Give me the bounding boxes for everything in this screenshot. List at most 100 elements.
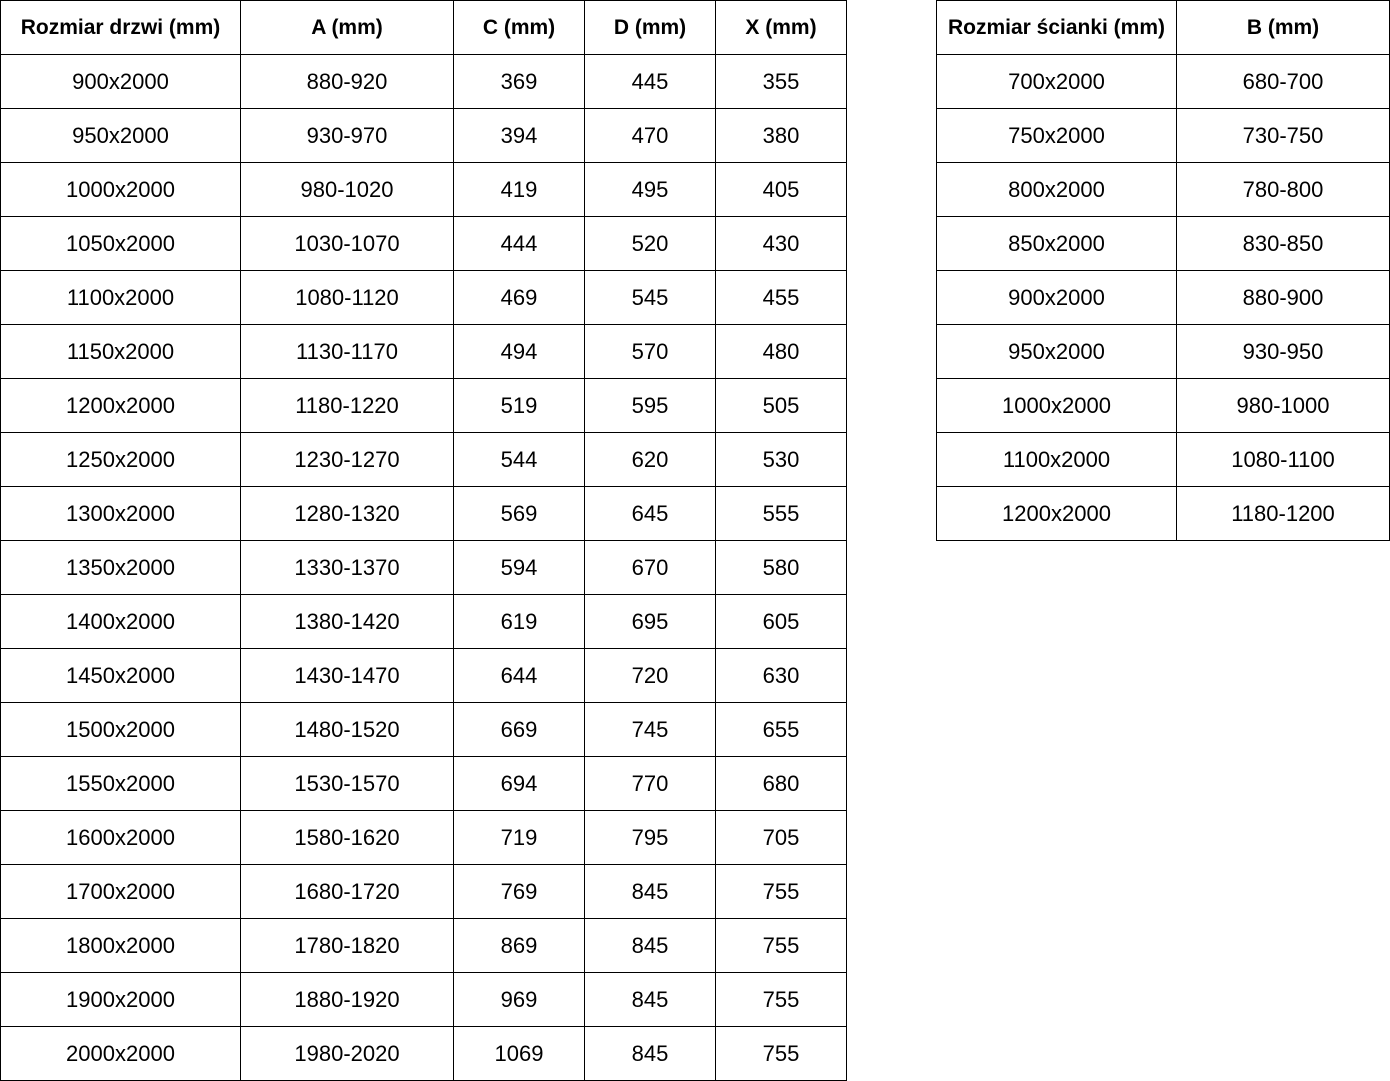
table-row: 1000x2000 980-1020 419 495 405 bbox=[0, 162, 847, 217]
table-cell: 1080-1120 bbox=[240, 270, 454, 325]
table-cell: 369 bbox=[453, 54, 585, 109]
table-cell: 1980-2020 bbox=[240, 1026, 454, 1081]
table-cell: 1900x2000 bbox=[0, 972, 241, 1027]
table-cell: 519 bbox=[453, 378, 585, 433]
door-sizes-table: Rozmiar drzwi (mm) A (mm) C (mm) D (mm) X (m… bbox=[0, 0, 847, 1081]
table-cell: 720 bbox=[584, 648, 716, 703]
table-cell: 1450x2000 bbox=[0, 648, 241, 703]
table-cell: 505 bbox=[715, 378, 847, 433]
wall-sizes-table: Rozmiar ścianki (mm) B (mm) 700x2000 680-7… bbox=[936, 0, 1390, 541]
table-cell: 470 bbox=[584, 108, 716, 163]
table-cell: 700x2000 bbox=[936, 54, 1177, 109]
table-cell: 1550x2000 bbox=[0, 756, 241, 811]
column-header: A (mm) bbox=[240, 0, 454, 55]
table-cell: 1800x2000 bbox=[0, 918, 241, 973]
table-cell: 645 bbox=[584, 486, 716, 541]
table-row: 1200x2000 1180-1200 bbox=[936, 486, 1390, 541]
table-cell: 880-920 bbox=[240, 54, 454, 109]
table-cell: 695 bbox=[584, 594, 716, 649]
table-cell: 1100x2000 bbox=[0, 270, 241, 325]
table-cell: 800x2000 bbox=[936, 162, 1177, 217]
table-row: 850x2000 830-850 bbox=[936, 216, 1390, 271]
table-cell: 355 bbox=[715, 54, 847, 109]
table-cell: 495 bbox=[584, 162, 716, 217]
table-cell: 755 bbox=[715, 918, 847, 973]
table-cell: 1069 bbox=[453, 1026, 585, 1081]
table-cell: 1230-1270 bbox=[240, 432, 454, 487]
table-cell: 669 bbox=[453, 702, 585, 757]
table-cell: 630 bbox=[715, 648, 847, 703]
table-row: 1250x2000 1230-1270 544 620 530 bbox=[0, 432, 847, 487]
table-cell: 950x2000 bbox=[0, 108, 241, 163]
table-cell: 594 bbox=[453, 540, 585, 595]
table-cell: 1580-1620 bbox=[240, 810, 454, 865]
table-cell: 969 bbox=[453, 972, 585, 1027]
table-row: 1000x2000 980-1000 bbox=[936, 378, 1390, 433]
table-cell: 770 bbox=[584, 756, 716, 811]
table-cell: 869 bbox=[453, 918, 585, 973]
table-row: 1450x2000 1430-1470 644 720 630 bbox=[0, 648, 847, 703]
table-cell: 1380-1420 bbox=[240, 594, 454, 649]
table-row: 1600x2000 1580-1620 719 795 705 bbox=[0, 810, 847, 865]
table-cell: 755 bbox=[715, 864, 847, 919]
table-cell: 1280-1320 bbox=[240, 486, 454, 541]
wall-sizes-header: Rozmiar ścianki (mm) B (mm) bbox=[936, 0, 1390, 55]
table-cell: 950x2000 bbox=[936, 324, 1177, 379]
table-cell: 545 bbox=[584, 270, 716, 325]
table-cell: 769 bbox=[453, 864, 585, 919]
header-row: Rozmiar drzwi (mm) A (mm) C (mm) D (mm) X (m… bbox=[0, 0, 847, 55]
table-cell: 1200x2000 bbox=[936, 486, 1177, 541]
table-cell: 595 bbox=[584, 378, 716, 433]
table-cell: 1600x2000 bbox=[0, 810, 241, 865]
table-cell: 1680-1720 bbox=[240, 864, 454, 919]
table-cell: 394 bbox=[453, 108, 585, 163]
table-cell: 850x2000 bbox=[936, 216, 1177, 271]
table-cell: 845 bbox=[584, 918, 716, 973]
table-cell: 455 bbox=[715, 270, 847, 325]
table-cell: 1330-1370 bbox=[240, 540, 454, 595]
table-cell: 845 bbox=[584, 864, 716, 919]
table-cell: 930-970 bbox=[240, 108, 454, 163]
table-row: 750x2000 730-750 bbox=[936, 108, 1390, 163]
table-cell: 1400x2000 bbox=[0, 594, 241, 649]
table-cell: 480 bbox=[715, 324, 847, 379]
table-row: 800x2000 780-800 bbox=[936, 162, 1390, 217]
table-cell: 1000x2000 bbox=[0, 162, 241, 217]
table-cell: 1300x2000 bbox=[0, 486, 241, 541]
table-cell: 605 bbox=[715, 594, 847, 649]
table-cell: 1530-1570 bbox=[240, 756, 454, 811]
table-cell: 1030-1070 bbox=[240, 216, 454, 271]
column-header: D (mm) bbox=[584, 0, 716, 55]
table-cell: 580 bbox=[715, 540, 847, 595]
table-cell: 719 bbox=[453, 810, 585, 865]
table-cell: 1880-1920 bbox=[240, 972, 454, 1027]
table-cell: 469 bbox=[453, 270, 585, 325]
column-header: Rozmiar drzwi (mm) bbox=[0, 0, 241, 55]
door-sizes-body: 900x2000 880-920 369 445 355 950x2000 930-970 3… bbox=[0, 54, 847, 1081]
table-row: 1350x2000 1330-1370 594 670 580 bbox=[0, 540, 847, 595]
table-cell: 1000x2000 bbox=[936, 378, 1177, 433]
table-cell: 1080-1100 bbox=[1176, 432, 1390, 487]
table-cell: 1130-1170 bbox=[240, 324, 454, 379]
table-cell: 745 bbox=[584, 702, 716, 757]
table-cell: 900x2000 bbox=[0, 54, 241, 109]
table-row: 1500x2000 1480-1520 669 745 655 bbox=[0, 702, 847, 757]
table-cell: 900x2000 bbox=[936, 270, 1177, 325]
table-cell: 445 bbox=[584, 54, 716, 109]
table-cell: 845 bbox=[584, 972, 716, 1027]
table-cell: 750x2000 bbox=[936, 108, 1177, 163]
table-cell: 1700x2000 bbox=[0, 864, 241, 919]
table-cell: 880-900 bbox=[1176, 270, 1390, 325]
table-row: 950x2000 930-950 bbox=[936, 324, 1390, 379]
table-cell: 1100x2000 bbox=[936, 432, 1177, 487]
table-cell: 795 bbox=[584, 810, 716, 865]
table-cell: 655 bbox=[715, 702, 847, 757]
table-cell: 644 bbox=[453, 648, 585, 703]
table-cell: 444 bbox=[453, 216, 585, 271]
table-cell: 419 bbox=[453, 162, 585, 217]
table-cell: 544 bbox=[453, 432, 585, 487]
table-cell: 405 bbox=[715, 162, 847, 217]
table-row: 1150x2000 1130-1170 494 570 480 bbox=[0, 324, 847, 379]
column-header: C (mm) bbox=[453, 0, 585, 55]
table-row: 1400x2000 1380-1420 619 695 605 bbox=[0, 594, 847, 649]
